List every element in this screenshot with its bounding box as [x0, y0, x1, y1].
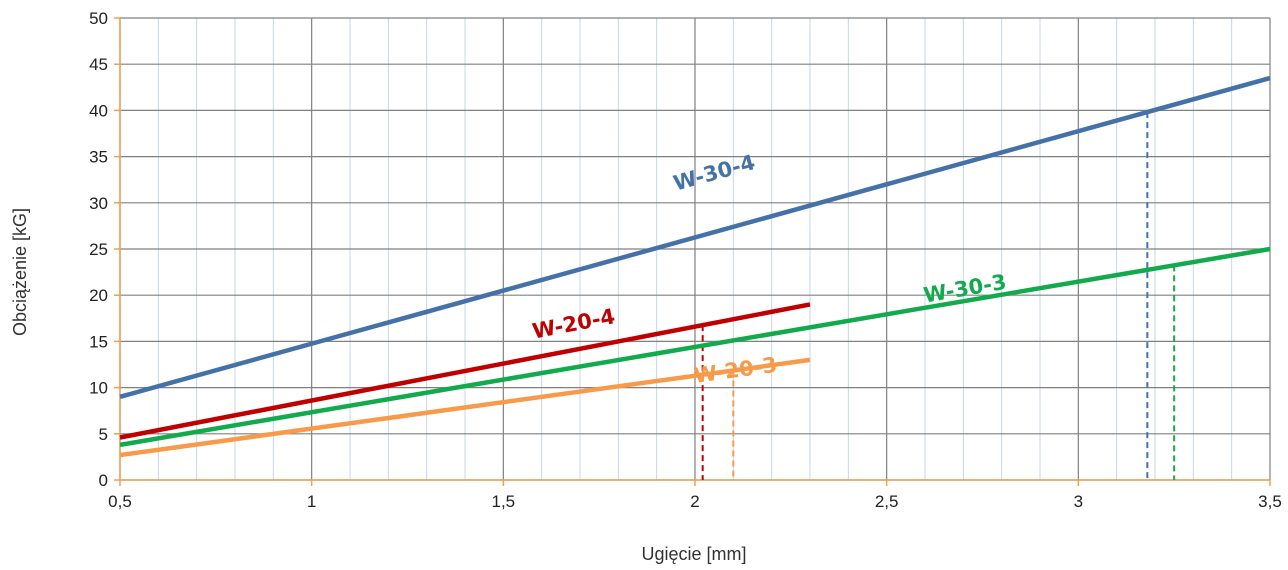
drop-lines	[701, 112, 1176, 480]
y-tick-labels: 0 5 10 15 20 25 30 35 40 45 50	[89, 9, 108, 490]
y-tick-label: 5	[99, 425, 108, 444]
x-tick-label: 3,5	[1258, 492, 1282, 511]
y-tick-label: 25	[89, 240, 108, 259]
major-grid	[119, 17, 1271, 481]
y-tick-label: 0	[99, 471, 108, 490]
x-tick-labels: 0,5 1 1,5 2 2,5 3 3,5	[108, 492, 1282, 511]
x-tick-label: 2	[690, 492, 699, 511]
series-line-w-30-3	[119, 246, 1271, 448]
series-lines	[119, 75, 1271, 458]
y-tick-label: 20	[89, 286, 108, 305]
series-label-w-20-4: W-20-4	[530, 304, 617, 343]
y-tick-label: 50	[89, 9, 108, 28]
y-tick-label: 35	[89, 148, 108, 167]
x-tick-label: 0,5	[108, 492, 132, 511]
series-line-w-20-4	[119, 302, 811, 440]
x-tick-label: 1,5	[492, 492, 516, 511]
axes	[114, 17, 1271, 486]
series-line-w-20-3	[119, 357, 811, 458]
series-line-w-30-4	[119, 75, 1271, 400]
series-label-w-20-3: W-20-3	[692, 353, 778, 388]
x-tick-label: 1	[307, 492, 316, 511]
x-tick-label: 2,5	[875, 492, 899, 511]
x-axis-title: Ugięcie [mm]	[641, 544, 746, 564]
y-tick-label: 30	[89, 194, 108, 213]
y-tick-label: 40	[89, 101, 108, 120]
y-tick-label: 15	[89, 332, 108, 351]
y-axis-title: Obciążenie [kG]	[10, 208, 30, 336]
series-labels: W-30-4W-30-3W-20-4W-20-3	[530, 150, 1008, 388]
y-tick-label: 45	[89, 55, 108, 74]
x-tick-label: 3	[1074, 492, 1083, 511]
y-tick-label: 10	[89, 379, 108, 398]
